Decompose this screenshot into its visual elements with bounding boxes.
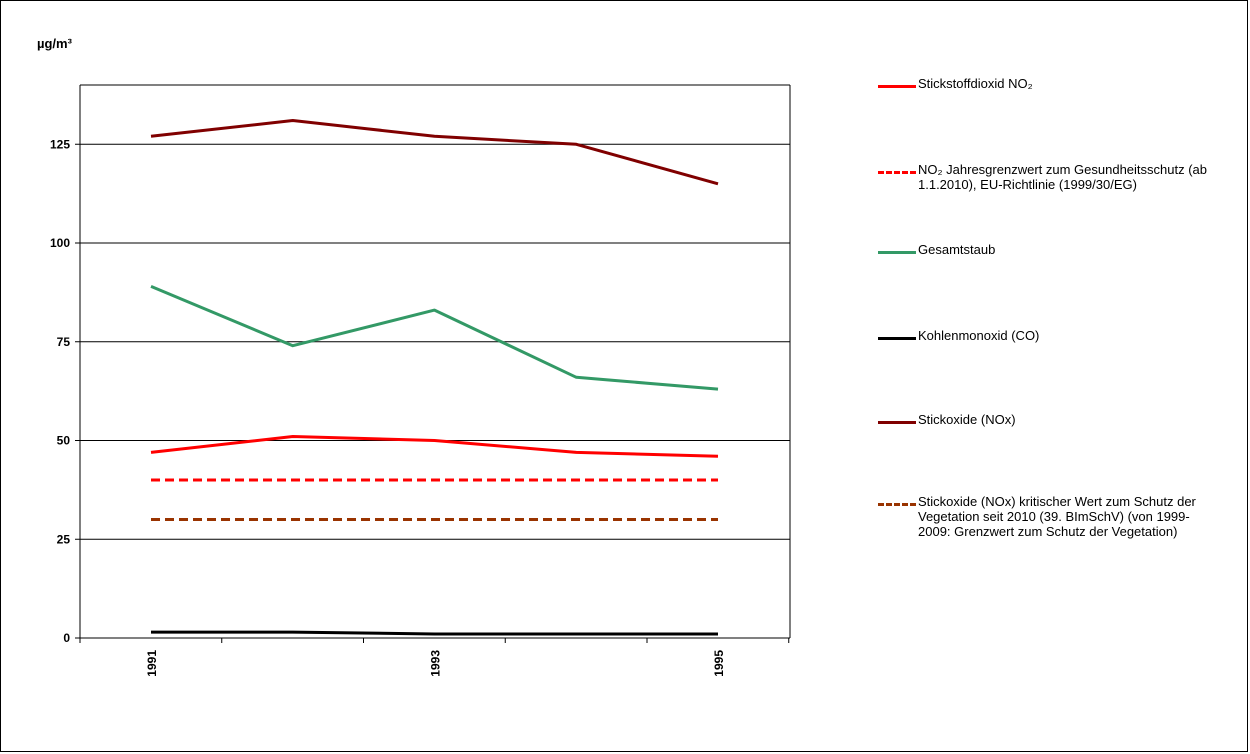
y-tick-label: 50 <box>57 434 71 448</box>
legend-label: Stickstoffdioxid NO₂ <box>918 76 1033 91</box>
x-tick-label: 1993 <box>429 650 443 677</box>
legend-label: Gesamtstaub <box>918 242 996 257</box>
legend-label: Stickoxide (NOx) <box>918 412 1016 427</box>
legend-swatch <box>878 251 916 254</box>
series-line-4 <box>151 630 718 636</box>
legend-label: NO₂ Jahresgrenzwert zum Gesundheitsschut… <box>918 162 1208 192</box>
x-tick-label: 1995 <box>712 650 726 677</box>
y-tick-label: 0 <box>63 631 70 645</box>
legend-swatch <box>878 503 916 506</box>
legend-label: Kohlenmonoxid (CO) <box>918 328 1040 343</box>
y-tick-label: 125 <box>50 137 70 151</box>
legend-swatch <box>878 421 916 424</box>
series-line-5 <box>150 119 719 186</box>
y-axis-label: µg/m³ <box>37 36 73 51</box>
y-tick-label: 100 <box>50 236 70 250</box>
x-tick-label: 1991 <box>145 650 159 677</box>
legend-swatch <box>878 85 916 88</box>
legend-label: Stickoxide (NOx) kritischer Wert zum Sch… <box>918 494 1196 539</box>
y-tick-label: 25 <box>57 532 71 546</box>
legend-swatch <box>878 337 916 340</box>
y-tick-label: 75 <box>57 335 71 349</box>
series-line-1 <box>150 435 719 458</box>
series-line-3 <box>150 285 719 391</box>
legend-swatch <box>878 171 916 174</box>
